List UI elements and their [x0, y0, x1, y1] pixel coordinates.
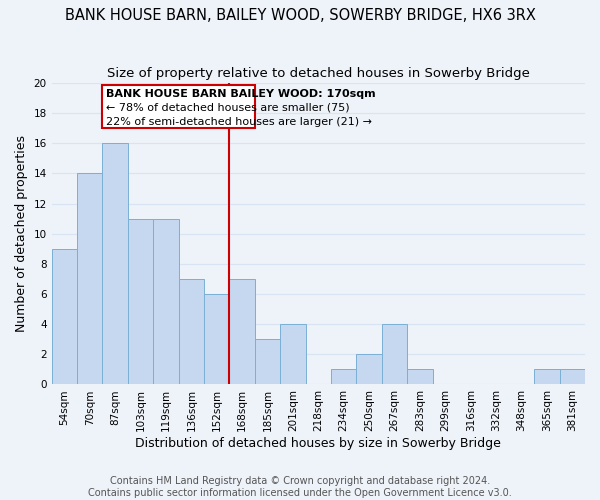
Bar [407, 370, 433, 384]
Y-axis label: Number of detached properties: Number of detached properties [15, 136, 28, 332]
FancyBboxPatch shape [103, 84, 255, 128]
Bar [331, 370, 356, 384]
X-axis label: Distribution of detached houses by size in Sowerby Bridge: Distribution of detached houses by size … [136, 437, 501, 450]
Bar [179, 279, 204, 384]
Bar [153, 218, 179, 384]
Text: Contains HM Land Registry data © Crown copyright and database right 2024.
Contai: Contains HM Land Registry data © Crown c… [88, 476, 512, 498]
Bar [356, 354, 382, 384]
Bar [52, 249, 77, 384]
Bar [534, 370, 560, 384]
Bar [560, 370, 585, 384]
Text: ← 78% of detached houses are smaller (75): ← 78% of detached houses are smaller (75… [106, 102, 350, 113]
Bar [280, 324, 305, 384]
Bar [382, 324, 407, 384]
Bar [103, 144, 128, 384]
Bar [204, 294, 229, 384]
Text: 22% of semi-detached houses are larger (21) →: 22% of semi-detached houses are larger (… [106, 116, 372, 126]
Bar [77, 174, 103, 384]
Bar [229, 279, 255, 384]
Text: BANK HOUSE BARN BAILEY WOOD: 170sqm: BANK HOUSE BARN BAILEY WOOD: 170sqm [106, 89, 376, 99]
Bar [255, 339, 280, 384]
Title: Size of property relative to detached houses in Sowerby Bridge: Size of property relative to detached ho… [107, 68, 530, 80]
Text: BANK HOUSE BARN, BAILEY WOOD, SOWERBY BRIDGE, HX6 3RX: BANK HOUSE BARN, BAILEY WOOD, SOWERBY BR… [65, 8, 535, 22]
Bar [128, 218, 153, 384]
